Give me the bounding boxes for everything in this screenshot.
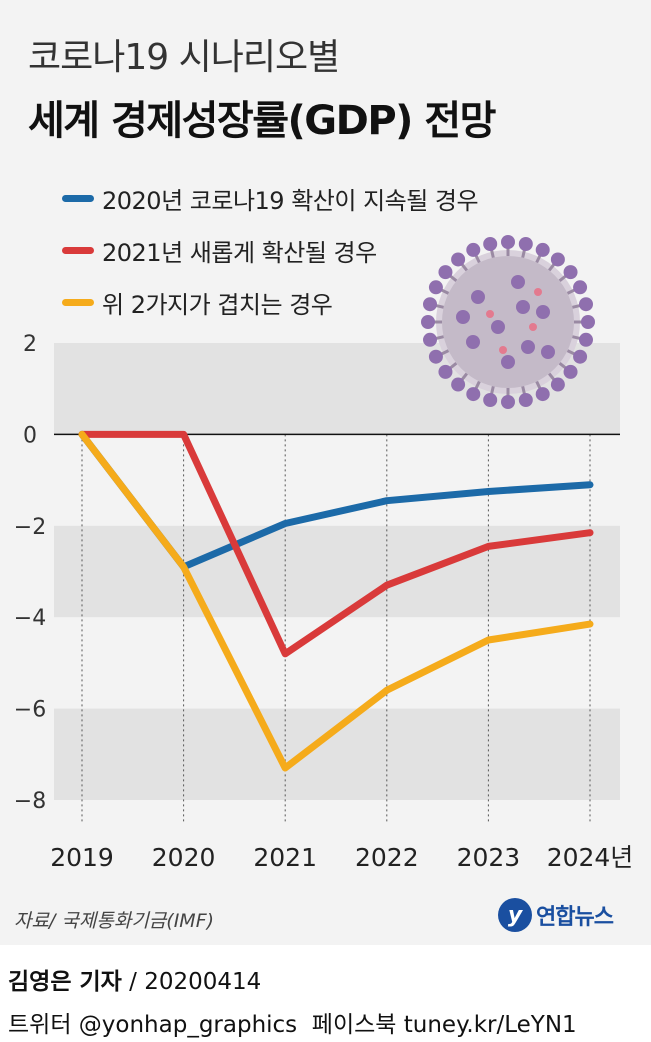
twitter-handle: 트위터 @yonhap_graphics [8, 1012, 298, 1038]
virus-protein [521, 340, 535, 354]
y-tick-label: 2 [23, 332, 37, 357]
virus-spike-tip [550, 377, 565, 392]
virus-spike-tip [518, 392, 533, 407]
virus-spike-tip [573, 280, 588, 295]
y-tick-label: 0 [23, 423, 37, 448]
virus-protein-pink [499, 346, 507, 354]
virus-spike-tip [550, 252, 565, 267]
footer-credit: 김영은 기자 / 20200414 [8, 962, 261, 996]
virus-spike-tip [535, 242, 550, 257]
y-tick-label: −2 [14, 515, 46, 540]
virus-spike-tip [501, 235, 515, 249]
virus-spike-tip [451, 377, 466, 392]
virus-spike-tip [423, 332, 438, 347]
y-tick-label: −4 [14, 606, 46, 631]
x-tick-label: 2022 [355, 843, 419, 872]
virus-spike-tip [578, 332, 593, 347]
y-tick-label: −8 [14, 789, 46, 814]
x-tick-label: 2019 [50, 843, 114, 872]
legend-swatch-yellow [62, 298, 94, 306]
reporter-name: 김영은 기자 [8, 969, 122, 995]
virus-spike-tip [428, 349, 443, 364]
yonhap-logo: y 연합뉴스 [498, 898, 614, 932]
legend-swatch-red [62, 246, 94, 254]
credit-separator: / [121, 969, 145, 995]
virus-protein [516, 300, 530, 314]
y-tick-label: −6 [14, 698, 46, 723]
legend-item-series-1: 2020년 코로나19 확산이 지속될 경우 [62, 172, 479, 224]
virus-body [442, 256, 574, 388]
virus-protein [471, 290, 485, 304]
infographic-panel: 코로나19 시나리오별 세계 경제성장률(GDP) 전망 2020년 코로나19… [0, 0, 651, 945]
virus-spike-tip [501, 395, 515, 409]
virus-spike-tip [581, 315, 595, 329]
virus-spike-tip [563, 364, 578, 379]
legend-label: 위 2가지가 겹치는 경우 [102, 290, 333, 319]
virus-spike-tip [438, 364, 453, 379]
virus-protein-pink [534, 288, 542, 296]
title-line-2: 세계 경제성장률(GDP) 전망 [28, 98, 496, 144]
virus-spike-tip [421, 315, 435, 329]
yonhap-logo-icon: y [498, 898, 532, 932]
virus-spike-tip [535, 387, 550, 402]
legend-label: 2020년 코로나19 확산이 지속될 경우 [102, 186, 479, 215]
virus-spike-tip [563, 265, 578, 280]
virus-spike-tip [483, 392, 498, 407]
legend-item-series-2: 2021년 새롭게 확산될 경우 [62, 224, 478, 276]
virus-spike-tip [428, 280, 443, 295]
publish-date: 20200414 [144, 969, 262, 995]
series-line-2 [78, 430, 594, 658]
virus-spike-tip [483, 237, 498, 252]
virus-spike-tip [518, 237, 533, 252]
line-chart: 2 0 −2 −4 −6 −8 2019 2020 2021 2022 2023 2024년 [14, 235, 634, 872]
virus-protein-pink [529, 323, 537, 331]
virus-spike-tip [466, 387, 481, 402]
virus-protein [501, 355, 515, 369]
virus-spike-tip [438, 265, 453, 280]
virus-illustration [421, 235, 595, 409]
virus-spike-tip [451, 252, 466, 267]
legend-item-series-3: 위 2가지가 겹치는 경우 [62, 276, 478, 328]
virus-protein [466, 335, 480, 349]
x-tick-label: 2023 [457, 843, 521, 872]
virus-protein-pink [486, 310, 494, 318]
legend-label: 2021년 새롭게 확산될 경우 [102, 238, 377, 267]
virus-spike-tip [423, 297, 438, 312]
x-tick-label: 2024년 [547, 843, 634, 872]
yonhap-logo-text: 연합뉴스 [536, 905, 614, 930]
virus-protein [541, 345, 555, 359]
title-line-1: 코로나19 시나리오별 [28, 37, 340, 78]
virus-protein [511, 275, 525, 289]
virus-protein [491, 320, 505, 334]
facebook-link: 페이스북 tuney.kr/LeYN1 [311, 1012, 577, 1038]
virus-spike-tip [573, 349, 588, 364]
grid-band [54, 708, 620, 800]
x-tick-label: 2021 [253, 843, 317, 872]
virus-protein [536, 305, 550, 319]
series-line-3 [78, 430, 594, 772]
virus-protein [456, 310, 470, 324]
legend-swatch-blue [62, 194, 94, 202]
virus-spike-tip [466, 242, 481, 257]
source-note: 자료/ 국제통화기금(IMF) [14, 910, 215, 932]
footer-social: 트위터 @yonhap_graphics 페이스북 tuney.kr/LeYN1 [8, 1005, 577, 1039]
x-tick-label: 2020 [152, 843, 216, 872]
legend: 2020년 코로나19 확산이 지속될 경우 2021년 새롭게 확산될 경우 … [62, 172, 479, 328]
virus-spike-tip [578, 297, 593, 312]
